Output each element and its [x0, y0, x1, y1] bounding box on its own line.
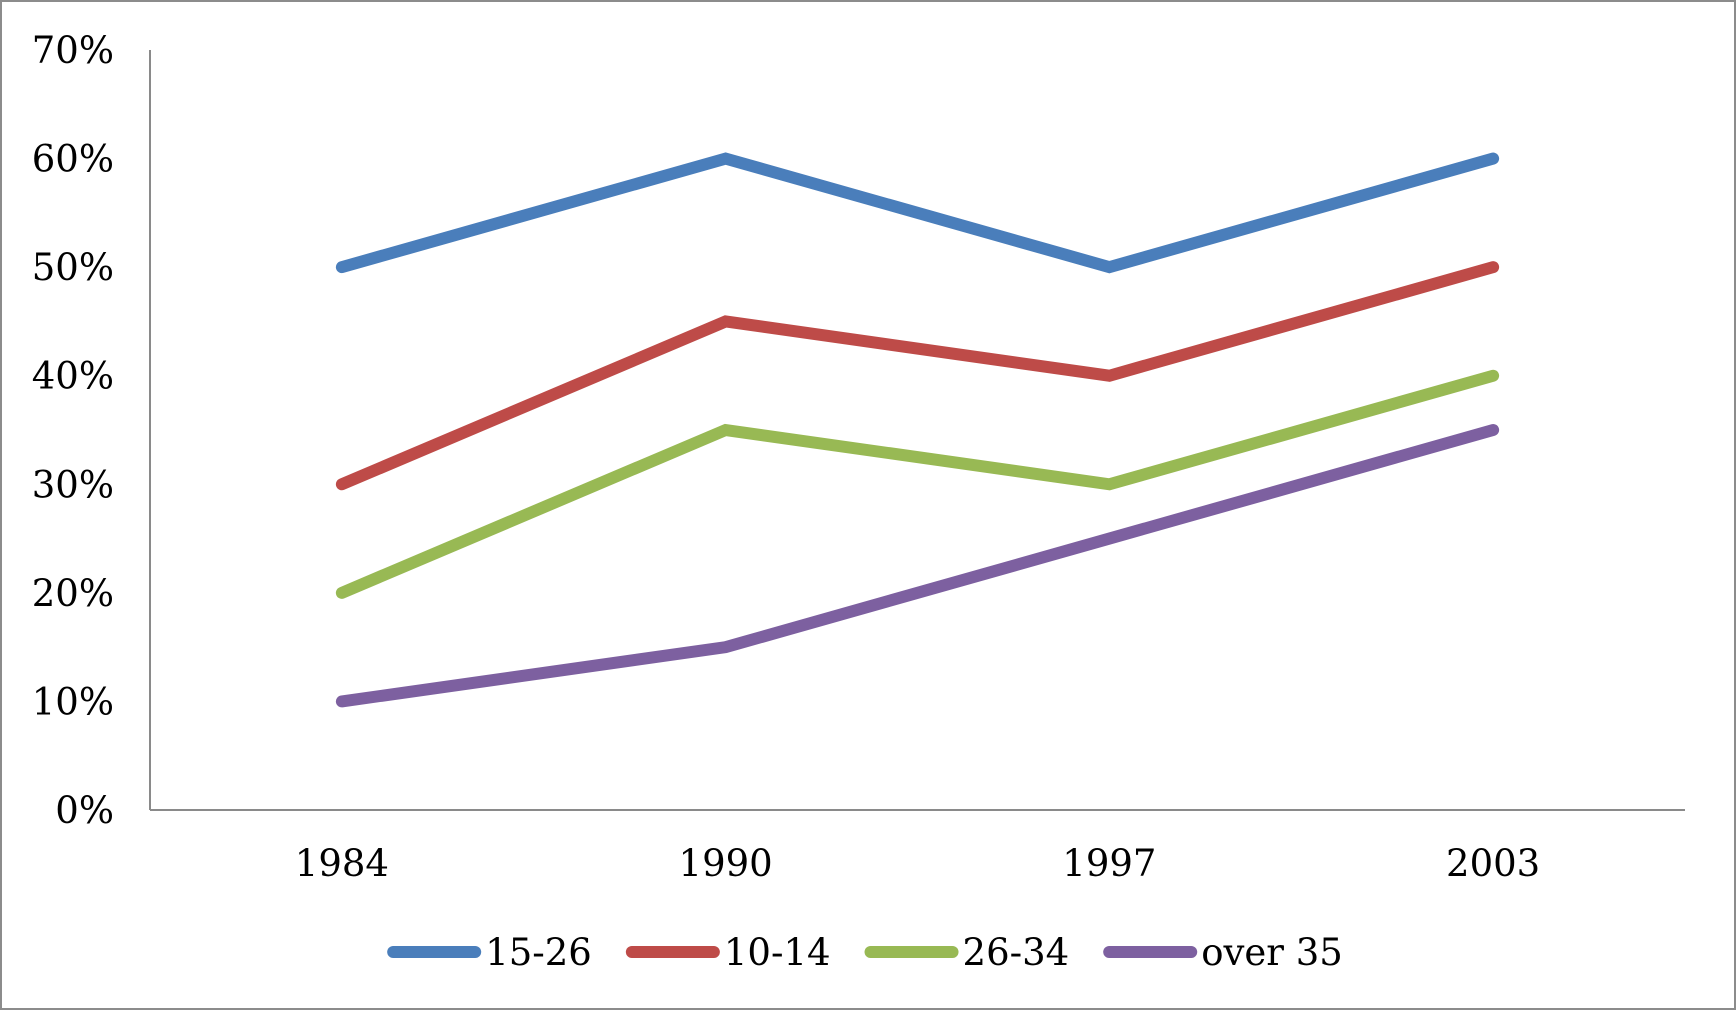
y-tick-label: 20% — [32, 572, 114, 615]
legend-label: 10-14 — [724, 931, 831, 974]
series-line-over-35 — [335, 424, 1500, 708]
series-line-10-14 — [335, 261, 1500, 491]
y-tick-label: 30% — [32, 463, 114, 506]
y-tick-label: 60% — [32, 138, 114, 181]
legend: 15-26 10-14 26-34 over 35 — [387, 931, 1343, 974]
y-tick-label: 70% — [32, 29, 114, 72]
legend-item: over 35 — [1103, 931, 1343, 974]
x-tick-label: 2003 — [1446, 842, 1540, 885]
x-tick-label: 1997 — [1062, 842, 1156, 885]
y-tick-label: 10% — [32, 680, 114, 723]
x-tick-label: 1984 — [295, 842, 389, 885]
y-axis-tick-labels: 0% 10% 20% 30% 40% 50% 60% 70% — [32, 29, 114, 832]
series-line-15-26 — [335, 152, 1500, 274]
legend-label: over 35 — [1201, 931, 1343, 974]
y-tick-label: 0% — [55, 789, 114, 832]
axes — [149, 50, 1685, 811]
legend-label: 15-26 — [485, 931, 592, 974]
legend-item: 15-26 — [387, 931, 592, 974]
x-tick-label: 1990 — [679, 842, 773, 885]
legend-item: 26-34 — [864, 931, 1070, 974]
legend-label: 26-34 — [963, 931, 1070, 974]
x-axis-tick-labels: 1984 1990 1997 2003 — [295, 842, 1540, 885]
y-tick-label: 40% — [32, 355, 114, 398]
series-lines — [335, 152, 1500, 708]
legend-item: 10-14 — [625, 931, 831, 974]
y-tick-label: 50% — [32, 246, 114, 289]
series-line-26-34 — [335, 369, 1500, 599]
